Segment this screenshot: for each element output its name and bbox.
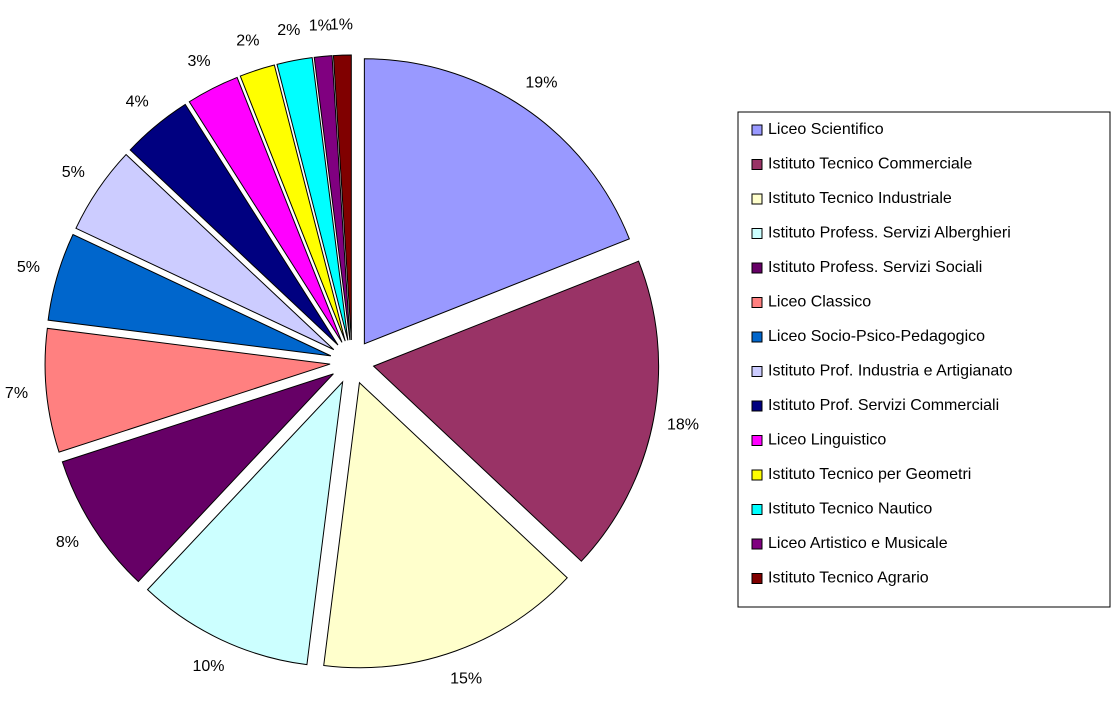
legend-swatch: [751, 228, 763, 239]
data-label: 3%: [187, 53, 210, 70]
data-label: 2%: [236, 33, 259, 50]
legend-swatch: [751, 262, 763, 274]
data-label: 8%: [56, 534, 79, 551]
legend-swatch: [751, 193, 763, 205]
legend-swatch: [751, 159, 763, 170]
legend-swatch: [751, 297, 763, 308]
data-label: 5%: [62, 164, 85, 181]
data-label: 5%: [17, 259, 40, 276]
pie-slice: [75, 153, 335, 351]
legend-label: Liceo Classico: [768, 294, 871, 311]
legend-label: Istituto Profess. Servizi Alberghieri: [768, 225, 1011, 242]
legend-label: Istituto Tecnico Industriale: [768, 190, 952, 207]
data-label: 18%: [667, 416, 699, 433]
legend-label: Istituto Profess. Servizi Sociali: [768, 259, 982, 276]
data-label: 4%: [126, 94, 149, 111]
legend-swatch: [751, 124, 763, 136]
pie-slice: [44, 327, 331, 453]
pie-slice: [129, 103, 339, 346]
legend-label: Liceo Artistico e Musicale: [768, 535, 948, 552]
pie-slice: [332, 54, 352, 341]
pie-slice: [146, 380, 344, 666]
data-label: 19%: [525, 74, 557, 91]
pie-slice: [61, 373, 334, 583]
data-label: 1%: [330, 16, 353, 33]
pie-slice: [372, 260, 660, 562]
legend-swatch: [751, 400, 763, 412]
legend-label: Liceo Socio-Psico-Pedagogico: [768, 328, 985, 345]
pie-slice: [313, 55, 351, 341]
pie-slice: [323, 381, 568, 669]
legend-swatch: [751, 573, 763, 584]
legend-label: Istituto Tecnico Nautico: [768, 501, 932, 518]
legend-label: Istituto Prof. Industria e Artigianato: [768, 363, 1013, 380]
legend-box: [737, 111, 1111, 608]
legend-swatch: [751, 331, 763, 343]
pie-slice: [188, 76, 343, 343]
legend-label: Istituto Tecnico Commerciale: [768, 156, 972, 173]
legend-label: Istituto Tecnico Agrario: [768, 570, 929, 587]
legend-swatch: [751, 538, 763, 550]
legend-swatch: [751, 435, 763, 446]
legend-swatch: [751, 469, 763, 481]
legend-label: Liceo Linguistico: [768, 432, 886, 449]
legend-swatch: [751, 504, 763, 515]
pie-slice: [276, 57, 349, 341]
legend-label: Liceo Scientifico: [768, 121, 884, 138]
legend-label: Istituto Prof. Servizi Commerciali: [768, 397, 999, 414]
data-label: 1%: [309, 18, 332, 35]
pie-slice: [239, 64, 346, 342]
data-label: 10%: [192, 658, 224, 675]
legend-label: Istituto Tecnico per Geometri: [768, 466, 971, 483]
pie-slice: [363, 58, 631, 345]
data-label: 7%: [5, 385, 28, 402]
data-label: 15%: [450, 670, 482, 687]
data-label: 2%: [277, 22, 300, 39]
pie-slice: [47, 233, 332, 357]
legend-swatch: [751, 366, 763, 377]
